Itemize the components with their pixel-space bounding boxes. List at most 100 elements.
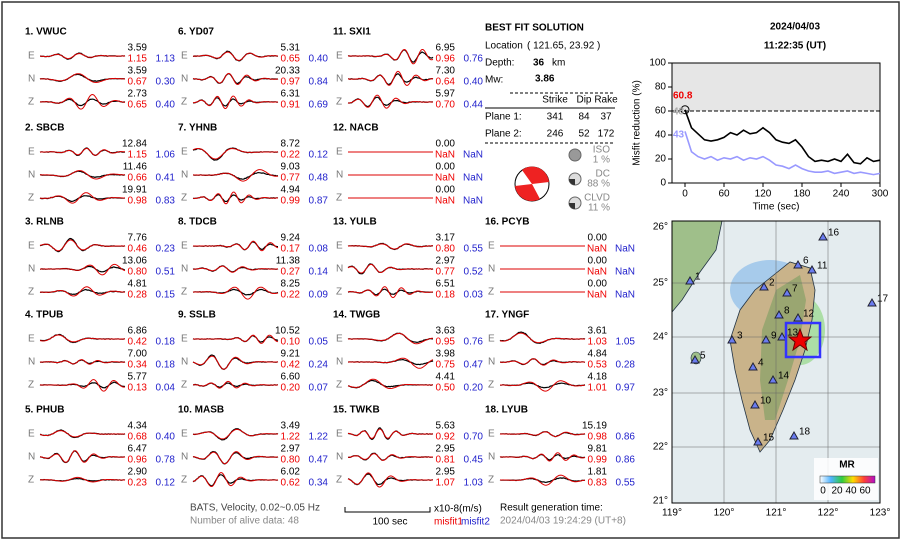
lon-label: 120° bbox=[714, 508, 735, 519]
y-tick-label: 0 bbox=[660, 178, 666, 189]
misfit2: 1.06 bbox=[156, 150, 176, 161]
misfit1: 1.07 bbox=[436, 478, 456, 489]
amplitude: 4.34 bbox=[128, 421, 148, 432]
station-label: 3. RLNB bbox=[25, 217, 64, 228]
station-marker bbox=[777, 331, 787, 341]
station-marker bbox=[759, 281, 769, 291]
solution-title: BEST FIT SOLUTION bbox=[485, 23, 584, 34]
station-number: 5 bbox=[700, 351, 706, 362]
colorbar-tick: 0 bbox=[820, 486, 826, 497]
misfit2: 0.86 bbox=[616, 455, 636, 466]
generation-label: Result generation time: bbox=[500, 503, 603, 514]
misfit2: 0.18 bbox=[156, 360, 176, 371]
synthetic-trace bbox=[193, 95, 278, 110]
station-marker bbox=[782, 287, 792, 297]
amplitude: 6.95 bbox=[436, 43, 456, 54]
component-label: N bbox=[28, 264, 35, 275]
amplitude: 7.30 bbox=[436, 66, 456, 77]
amplitude: 20.33 bbox=[275, 66, 300, 77]
amplitude: 8.25 bbox=[281, 279, 301, 290]
synthetic-trace bbox=[193, 428, 278, 440]
synthetic-trace bbox=[192, 471, 278, 487]
amplitude: 3.59 bbox=[128, 66, 148, 77]
station-marker bbox=[753, 436, 763, 446]
misfit2: NaN bbox=[615, 244, 635, 255]
amplitude: 1.81 bbox=[588, 467, 608, 478]
amplitude: 6.31 bbox=[281, 89, 301, 100]
station-marker bbox=[761, 334, 771, 344]
location: ( 121.65, 23.92 ) bbox=[527, 41, 600, 52]
misfit1: 0.70 bbox=[436, 100, 456, 111]
station-label: 11. SXI1 bbox=[333, 27, 371, 38]
amplitude: 13.06 bbox=[122, 256, 147, 267]
station-number: 15 bbox=[763, 433, 775, 444]
component-label: E bbox=[181, 334, 188, 345]
amplitude: 19.91 bbox=[122, 185, 147, 196]
y-tick-label: 100 bbox=[649, 58, 666, 69]
misfit2: 0.76 bbox=[464, 337, 484, 348]
amplitude: 3.17 bbox=[436, 233, 456, 244]
y-tick-label: 20 bbox=[655, 154, 667, 165]
misfit1: NaN bbox=[435, 173, 455, 184]
misfit1: 1.22 bbox=[281, 432, 301, 443]
component-name: CLVD bbox=[584, 193, 610, 204]
synthetic-trace bbox=[40, 73, 125, 84]
station-number: 3 bbox=[737, 331, 743, 342]
synthetic-trace bbox=[348, 94, 433, 109]
component-label: E bbox=[336, 241, 343, 252]
station-number: 9 bbox=[771, 331, 777, 342]
map-frame bbox=[671, 220, 881, 504]
misfit1: NaN bbox=[587, 290, 607, 301]
misfit1: 0.98 bbox=[128, 196, 148, 207]
component-icon bbox=[568, 148, 582, 162]
synthetic-trace bbox=[347, 286, 434, 299]
station-marker bbox=[768, 374, 778, 384]
station-number: 1 bbox=[695, 272, 701, 283]
component-label: Z bbox=[181, 193, 187, 204]
amplitude: 3.61 bbox=[588, 326, 608, 337]
x-tick-label: 0 bbox=[682, 189, 688, 200]
component-label: E bbox=[336, 147, 343, 158]
misfit1: 0.42 bbox=[281, 360, 301, 371]
generation-time: 2024/04/03 19:24:29 (UT+8) bbox=[500, 516, 626, 527]
amplitude: 11.38 bbox=[276, 256, 301, 267]
misfit1: 0.20 bbox=[281, 383, 301, 394]
misfit1: 0.46 bbox=[128, 244, 148, 255]
misfit2: 0.18 bbox=[156, 337, 176, 348]
amplitude: 7.76 bbox=[128, 233, 148, 244]
annotation: 48 bbox=[673, 107, 685, 118]
scale-bar bbox=[344, 507, 431, 513]
component-label: Z bbox=[28, 380, 34, 391]
station-marker bbox=[750, 399, 760, 409]
amplitude: 5.97 bbox=[436, 89, 456, 100]
misfit1: 0.53 bbox=[588, 360, 608, 371]
misfit2: 0.08 bbox=[309, 244, 329, 255]
misfit2: 0.97 bbox=[616, 383, 636, 394]
amplitude: 9.24 bbox=[281, 233, 301, 244]
misfit1: 0.17 bbox=[281, 244, 301, 255]
component-label: Z bbox=[28, 193, 34, 204]
synthetic-trace bbox=[193, 240, 279, 252]
station-number: 6 bbox=[803, 256, 809, 267]
synthetic-trace bbox=[500, 431, 586, 437]
misfit1: 0.75 bbox=[436, 360, 456, 371]
synthetic-trace bbox=[193, 380, 278, 389]
colorbar-tick: 60 bbox=[859, 486, 871, 497]
station-label: 15. TWKB bbox=[333, 405, 380, 416]
plane-value: 246 bbox=[547, 129, 564, 140]
misfit1: 0.81 bbox=[436, 455, 456, 466]
amplitude: 0.00 bbox=[436, 162, 456, 173]
component-label: Z bbox=[336, 287, 342, 298]
misfit2: 0.04 bbox=[156, 383, 176, 394]
station-label: 8. TDCB bbox=[178, 217, 217, 228]
station-label: 16. PCYB bbox=[485, 217, 529, 228]
synthetic-trace bbox=[348, 70, 434, 87]
misfit1: 0.62 bbox=[281, 478, 301, 489]
misfit1: 0.80 bbox=[281, 455, 301, 466]
misfit1: 0.80 bbox=[436, 244, 456, 255]
misfit2: NaN bbox=[463, 196, 483, 207]
station-marker bbox=[690, 354, 700, 364]
colorbar bbox=[819, 475, 876, 484]
misfit-line bbox=[684, 109, 881, 165]
